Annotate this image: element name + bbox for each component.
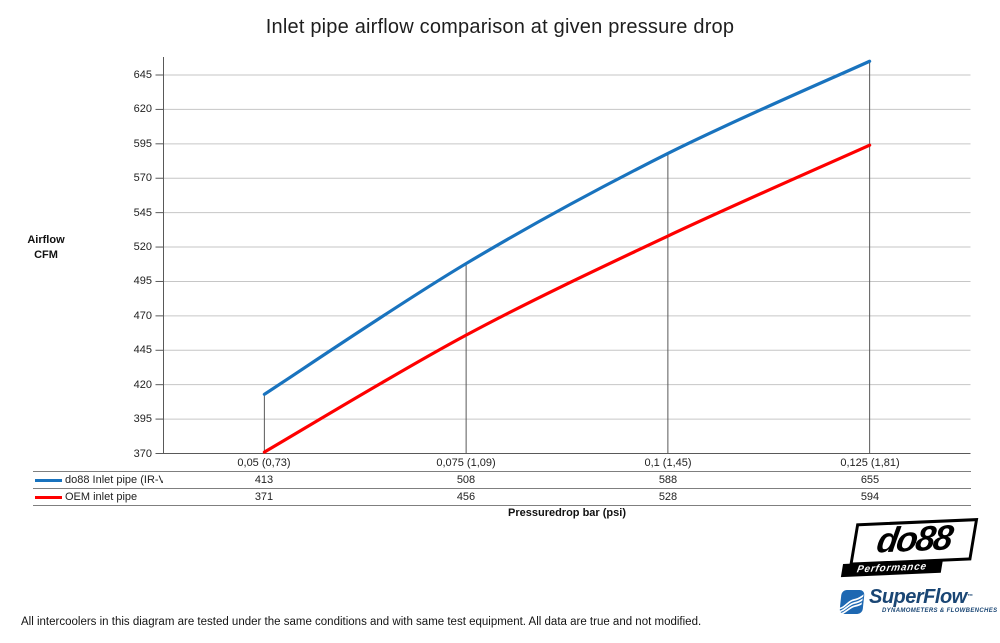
do88-performance-text: Performance xyxy=(856,561,928,576)
legend-data-table: 0,05 (0,73) 0,075 (1,09) 0,1 (1,45) 0,12… xyxy=(33,454,971,506)
do88-logo-box: do88 xyxy=(849,518,979,566)
y-tick-label: 395 xyxy=(133,413,152,426)
y-tick-label: 570 xyxy=(133,172,152,185)
category-cell: 0,075 (1,09) xyxy=(436,456,496,469)
legend-cell: OEM inlet pipe xyxy=(33,488,163,506)
superflow-tagline: DYNAMOMETERS & FLOWBENCHES xyxy=(882,608,998,614)
y-tick-label: 370 xyxy=(133,447,152,460)
oem-series-swatch-icon xyxy=(35,495,62,499)
y-tick-label: 595 xyxy=(133,137,152,150)
category-cell: 0,125 (1,81) xyxy=(840,456,900,469)
footer-note: All intercoolers in this diagram are tes… xyxy=(21,616,702,628)
y-tick-label: 645 xyxy=(133,69,152,81)
value-cell: 655 xyxy=(769,471,971,489)
superflow-logo-text: SuperFlow™ xyxy=(869,586,973,608)
y-tick-label: 620 xyxy=(133,103,152,116)
do88-series-swatch-icon xyxy=(35,478,62,482)
y-tick-label: 470 xyxy=(133,309,152,322)
superflow-wave-icon xyxy=(838,590,865,614)
table-spacer-cell xyxy=(33,454,163,472)
category-cell: 0,1 (1,45) xyxy=(644,456,692,469)
y-tick-label: 545 xyxy=(133,206,152,219)
do88-logo-text: do88 xyxy=(874,518,955,561)
value-cell: 508 xyxy=(365,471,567,489)
y-axis-title-line2: CFM xyxy=(34,249,58,261)
series-row-oem: OEM inlet pipe 371 456 528 594 xyxy=(33,488,971,506)
chart-title: Inlet pipe airflow comparison at given p… xyxy=(265,16,735,38)
x-axis-title: Pressuredrop bar (psi) xyxy=(508,507,626,519)
do88-logo: do88 Performance xyxy=(839,516,983,578)
y-tick-label: 495 xyxy=(133,275,152,288)
value-cell: 413 xyxy=(163,471,365,489)
value-cell: 594 xyxy=(769,488,971,506)
legend-cell: do88 Inlet pipe (IR-V50) xyxy=(33,471,163,489)
category-row: 0,05 (0,73) 0,075 (1,09) 0,1 (1,45) 0,12… xyxy=(33,454,971,472)
value-cell: 588 xyxy=(567,471,769,489)
value-cell: 456 xyxy=(365,488,567,506)
y-axis-title: Airflow CFM xyxy=(15,233,77,263)
y-axis-title-line1: Airflow xyxy=(27,234,65,246)
y-tick-label: 445 xyxy=(133,344,152,357)
series-label: do88 Inlet pipe (IR-V50) xyxy=(65,474,163,486)
y-tick-label: 420 xyxy=(133,378,152,391)
series-row-do88: do88 Inlet pipe (IR-V50) 413 508 588 655 xyxy=(33,471,971,489)
y-tick-label: 520 xyxy=(133,241,152,254)
series-label: OEM inlet pipe xyxy=(65,491,138,503)
superflow-logo: SuperFlow™ DYNAMOMETERS & FLOWBENCHES xyxy=(838,586,998,621)
category-cell: 0,05 (0,73) xyxy=(237,456,291,469)
trademark-symbol: ™ xyxy=(966,594,973,600)
value-cell: 528 xyxy=(567,488,769,506)
value-cell: 371 xyxy=(163,488,365,506)
